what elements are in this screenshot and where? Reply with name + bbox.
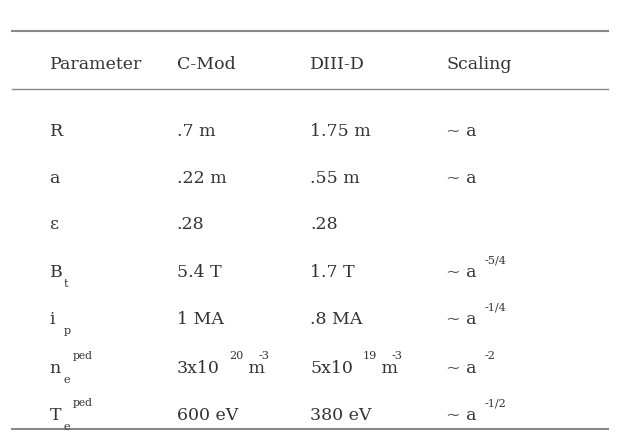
Text: a: a xyxy=(50,170,60,187)
Text: ~ a: ~ a xyxy=(446,360,477,377)
Text: .28: .28 xyxy=(310,216,338,233)
Text: ~ a: ~ a xyxy=(446,123,477,140)
Text: .7 m: .7 m xyxy=(177,123,215,140)
Text: -1/4: -1/4 xyxy=(485,302,507,312)
Text: 3x10: 3x10 xyxy=(177,360,219,377)
Text: e: e xyxy=(63,422,70,432)
Text: 380 eV: 380 eV xyxy=(310,407,371,424)
Text: C-Mod: C-Mod xyxy=(177,56,236,73)
Text: m: m xyxy=(376,360,398,377)
Text: R: R xyxy=(50,123,63,140)
Text: .8 MA: .8 MA xyxy=(310,311,362,328)
Text: B: B xyxy=(50,264,63,281)
Text: 1.75 m: 1.75 m xyxy=(310,123,371,140)
Text: 20: 20 xyxy=(229,351,244,361)
Text: .55 m: .55 m xyxy=(310,170,360,187)
Text: DIII-D: DIII-D xyxy=(310,56,365,73)
Text: n: n xyxy=(50,360,61,377)
Text: ~ a: ~ a xyxy=(446,170,477,187)
Text: ε: ε xyxy=(50,216,59,233)
Text: t: t xyxy=(63,279,68,289)
Text: 5x10: 5x10 xyxy=(310,360,353,377)
Text: 600 eV: 600 eV xyxy=(177,407,238,424)
Text: ~ a: ~ a xyxy=(446,311,477,328)
Text: ~ a: ~ a xyxy=(446,407,477,424)
Text: i: i xyxy=(50,311,55,328)
Text: m: m xyxy=(243,360,265,377)
Text: ped: ped xyxy=(73,351,92,361)
Text: ~ a: ~ a xyxy=(446,264,477,281)
Text: -3: -3 xyxy=(259,351,270,361)
Text: e: e xyxy=(63,375,70,385)
Text: -1/2: -1/2 xyxy=(485,398,507,408)
Text: Scaling: Scaling xyxy=(446,56,512,73)
Text: 1.7 T: 1.7 T xyxy=(310,264,355,281)
Text: p: p xyxy=(63,326,70,336)
Text: T: T xyxy=(50,407,61,424)
Text: .28: .28 xyxy=(177,216,205,233)
Text: 1 MA: 1 MA xyxy=(177,311,224,328)
Text: -3: -3 xyxy=(392,351,403,361)
Text: ped: ped xyxy=(73,398,92,408)
Text: 5.4 T: 5.4 T xyxy=(177,264,221,281)
Text: Parameter: Parameter xyxy=(50,56,142,73)
Text: 19: 19 xyxy=(363,351,377,361)
Text: -2: -2 xyxy=(485,351,496,361)
Text: -5/4: -5/4 xyxy=(485,255,507,265)
Text: .22 m: .22 m xyxy=(177,170,226,187)
